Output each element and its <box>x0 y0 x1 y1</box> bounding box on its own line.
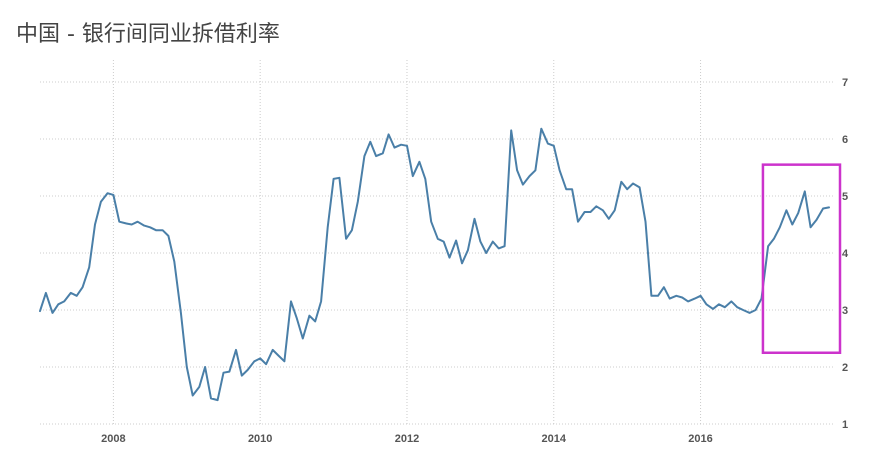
x-tick-label: 2016 <box>688 433 712 445</box>
y-gridlines <box>40 81 834 425</box>
x-tick-label: 2012 <box>395 433 419 445</box>
x-gridlines <box>112 60 702 424</box>
y-tick-label: 4 <box>842 248 849 260</box>
highlight-group <box>761 163 842 354</box>
x-tick-label: 2010 <box>248 433 272 445</box>
x-tick-label: 2014 <box>542 433 567 445</box>
y-tick-label: 3 <box>842 305 848 317</box>
highlight-box <box>761 163 842 354</box>
y-tick-label: 7 <box>842 77 848 89</box>
y-tick-label: 6 <box>842 134 848 146</box>
chart-title: 中国 - 银行间同业拆借利率 <box>16 22 280 47</box>
series-line <box>39 127 830 402</box>
y-tick-label: 1 <box>842 419 848 431</box>
y-tick-label: 2 <box>842 362 848 374</box>
x-tick-label: 2008 <box>101 433 125 445</box>
y-axis-tick-labels: 1 2 3 4 5 6 7 <box>842 77 849 431</box>
series-group <box>39 127 830 402</box>
x-axis-tick-labels: 2008 2010 2012 2014 2016 <box>101 433 713 445</box>
y-tick-label: 5 <box>842 191 848 203</box>
